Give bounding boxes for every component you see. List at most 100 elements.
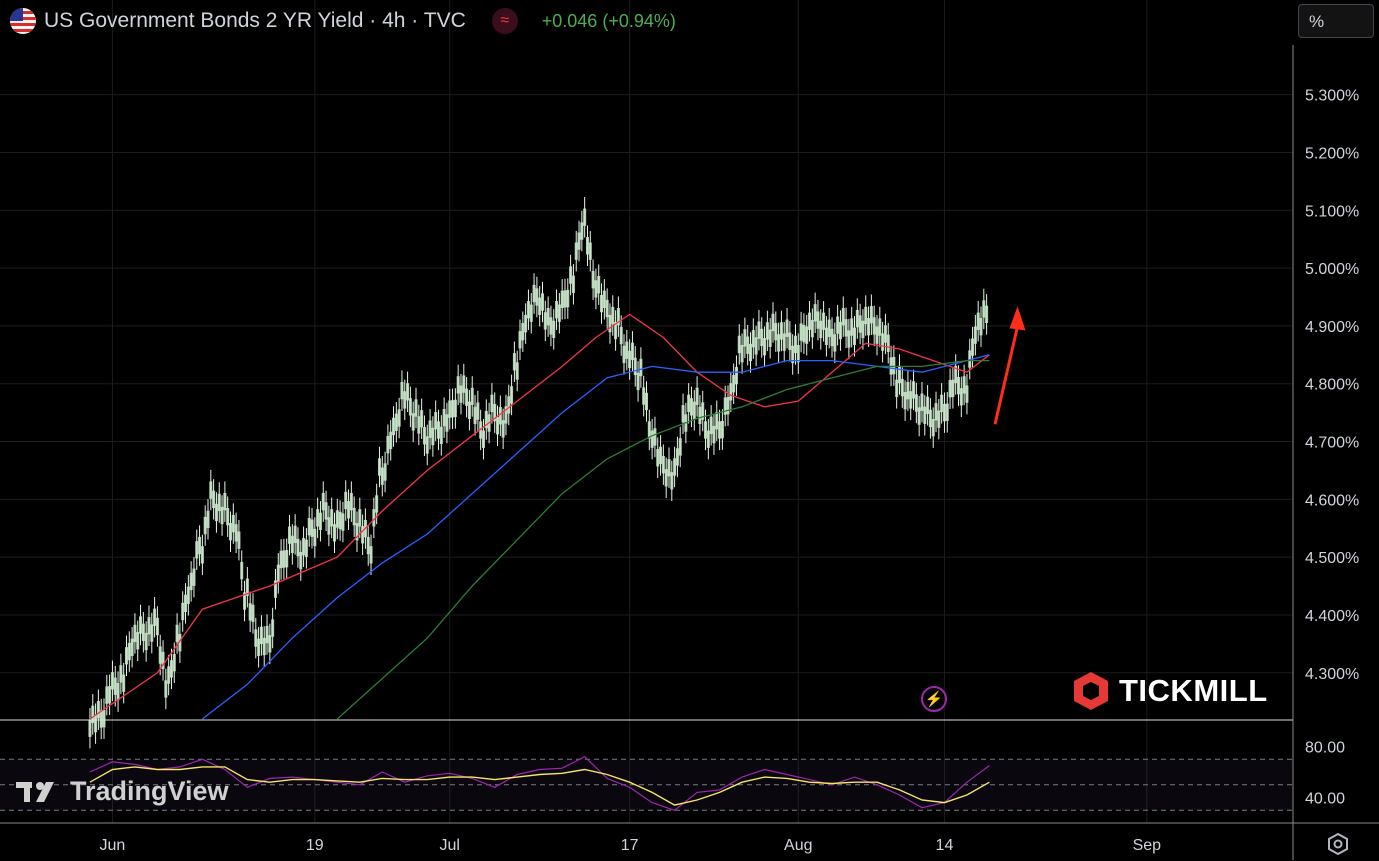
candle-body xyxy=(605,299,609,318)
candle-body xyxy=(394,413,398,431)
x-tick-label: Sep xyxy=(1133,837,1162,854)
candle-body xyxy=(628,350,632,369)
candle-body xyxy=(555,301,559,319)
candle-body xyxy=(726,397,730,415)
y-tick-label: 4.900% xyxy=(1305,319,1359,336)
candle-body xyxy=(805,326,809,344)
candle-body xyxy=(498,407,502,425)
candle-body xyxy=(976,312,980,330)
x-tick-label: Jun xyxy=(100,837,126,854)
candle-body xyxy=(436,421,440,439)
candle-body xyxy=(917,407,921,425)
candle-body xyxy=(616,307,620,326)
us-flag-icon xyxy=(10,8,36,34)
candle-body xyxy=(119,665,123,683)
candle-body xyxy=(408,398,412,416)
candle-body xyxy=(377,458,381,476)
candle-body xyxy=(251,604,255,623)
candle-body xyxy=(254,629,258,647)
candle-body xyxy=(108,686,112,704)
candle-body xyxy=(760,328,764,347)
candle-body xyxy=(720,420,724,439)
candle-body xyxy=(200,546,204,564)
candle-body xyxy=(881,333,885,351)
candle-body xyxy=(585,237,589,255)
candle-body xyxy=(878,318,882,336)
candle-body xyxy=(712,425,716,444)
candle-body xyxy=(928,409,932,428)
candle-body xyxy=(375,495,379,513)
candle-body xyxy=(150,624,154,642)
candle-body xyxy=(94,714,98,733)
candle-body xyxy=(144,632,148,651)
moving-average-lines xyxy=(89,313,990,720)
candle-body xyxy=(872,317,876,335)
lightning-icon[interactable]: ⚡ xyxy=(921,686,947,712)
candle-body xyxy=(757,321,761,339)
candle-body xyxy=(518,331,522,349)
candle-body xyxy=(324,502,328,520)
candle-body xyxy=(650,430,654,448)
candle-body xyxy=(602,290,606,308)
candle-body xyxy=(768,329,772,347)
candle-body xyxy=(701,402,705,420)
candle-body xyxy=(476,402,480,420)
waves-icon[interactable]: ≈ xyxy=(491,8,518,34)
candle-body xyxy=(139,616,143,634)
candle-body xyxy=(577,232,581,250)
candle-body xyxy=(448,400,452,418)
candle-body xyxy=(569,266,573,284)
candle-body xyxy=(198,536,202,555)
scale-mode-button[interactable]: % xyxy=(1298,4,1374,38)
y-tick-label: 4.500% xyxy=(1305,550,1359,567)
candle-body xyxy=(496,417,500,435)
candle-body xyxy=(867,318,871,336)
candle-body xyxy=(645,392,648,411)
candle-body xyxy=(687,394,691,413)
candle-body xyxy=(661,455,665,474)
candle-body xyxy=(299,551,303,570)
candle-body xyxy=(400,381,404,400)
candle-body xyxy=(740,344,744,363)
candle-body xyxy=(234,524,238,542)
candle-body xyxy=(133,624,137,643)
candle-body xyxy=(442,408,446,427)
settings-icon[interactable] xyxy=(1326,832,1350,856)
symbol-title[interactable]: US Government Bonds 2 YR Yield · 4h · TV… xyxy=(44,9,466,32)
candle-body xyxy=(937,410,941,428)
candle-body xyxy=(369,546,373,564)
candle-body xyxy=(501,420,505,438)
candle-body xyxy=(678,438,682,456)
candle-body xyxy=(639,358,643,377)
candle-body xyxy=(327,517,331,535)
candle-body xyxy=(102,709,106,728)
candle-body xyxy=(282,550,286,568)
candle-body xyxy=(597,276,601,294)
candle-body xyxy=(810,319,814,338)
candle-body xyxy=(88,719,92,737)
candle-body xyxy=(265,625,269,644)
candle-body xyxy=(746,336,750,354)
candle-body xyxy=(321,492,325,511)
candle-body xyxy=(667,459,671,477)
candle-body xyxy=(808,312,812,330)
candle-body xyxy=(954,365,958,384)
candle-body xyxy=(386,435,390,454)
candle-body xyxy=(535,288,539,306)
candle-body xyxy=(715,412,719,430)
candle-body xyxy=(549,317,553,335)
candle-body xyxy=(656,449,660,467)
y-tick-label: 4.300% xyxy=(1305,666,1359,683)
candle-body xyxy=(259,626,263,645)
candle-body xyxy=(796,344,800,363)
candle-body xyxy=(765,322,769,340)
candle-body xyxy=(743,329,747,347)
candle-body xyxy=(161,651,165,670)
candle-body xyxy=(231,514,235,533)
candle-body xyxy=(633,357,637,376)
candle-body xyxy=(226,508,230,526)
candle-body xyxy=(459,385,463,403)
candle-body xyxy=(392,417,396,436)
candle-body xyxy=(366,536,370,555)
